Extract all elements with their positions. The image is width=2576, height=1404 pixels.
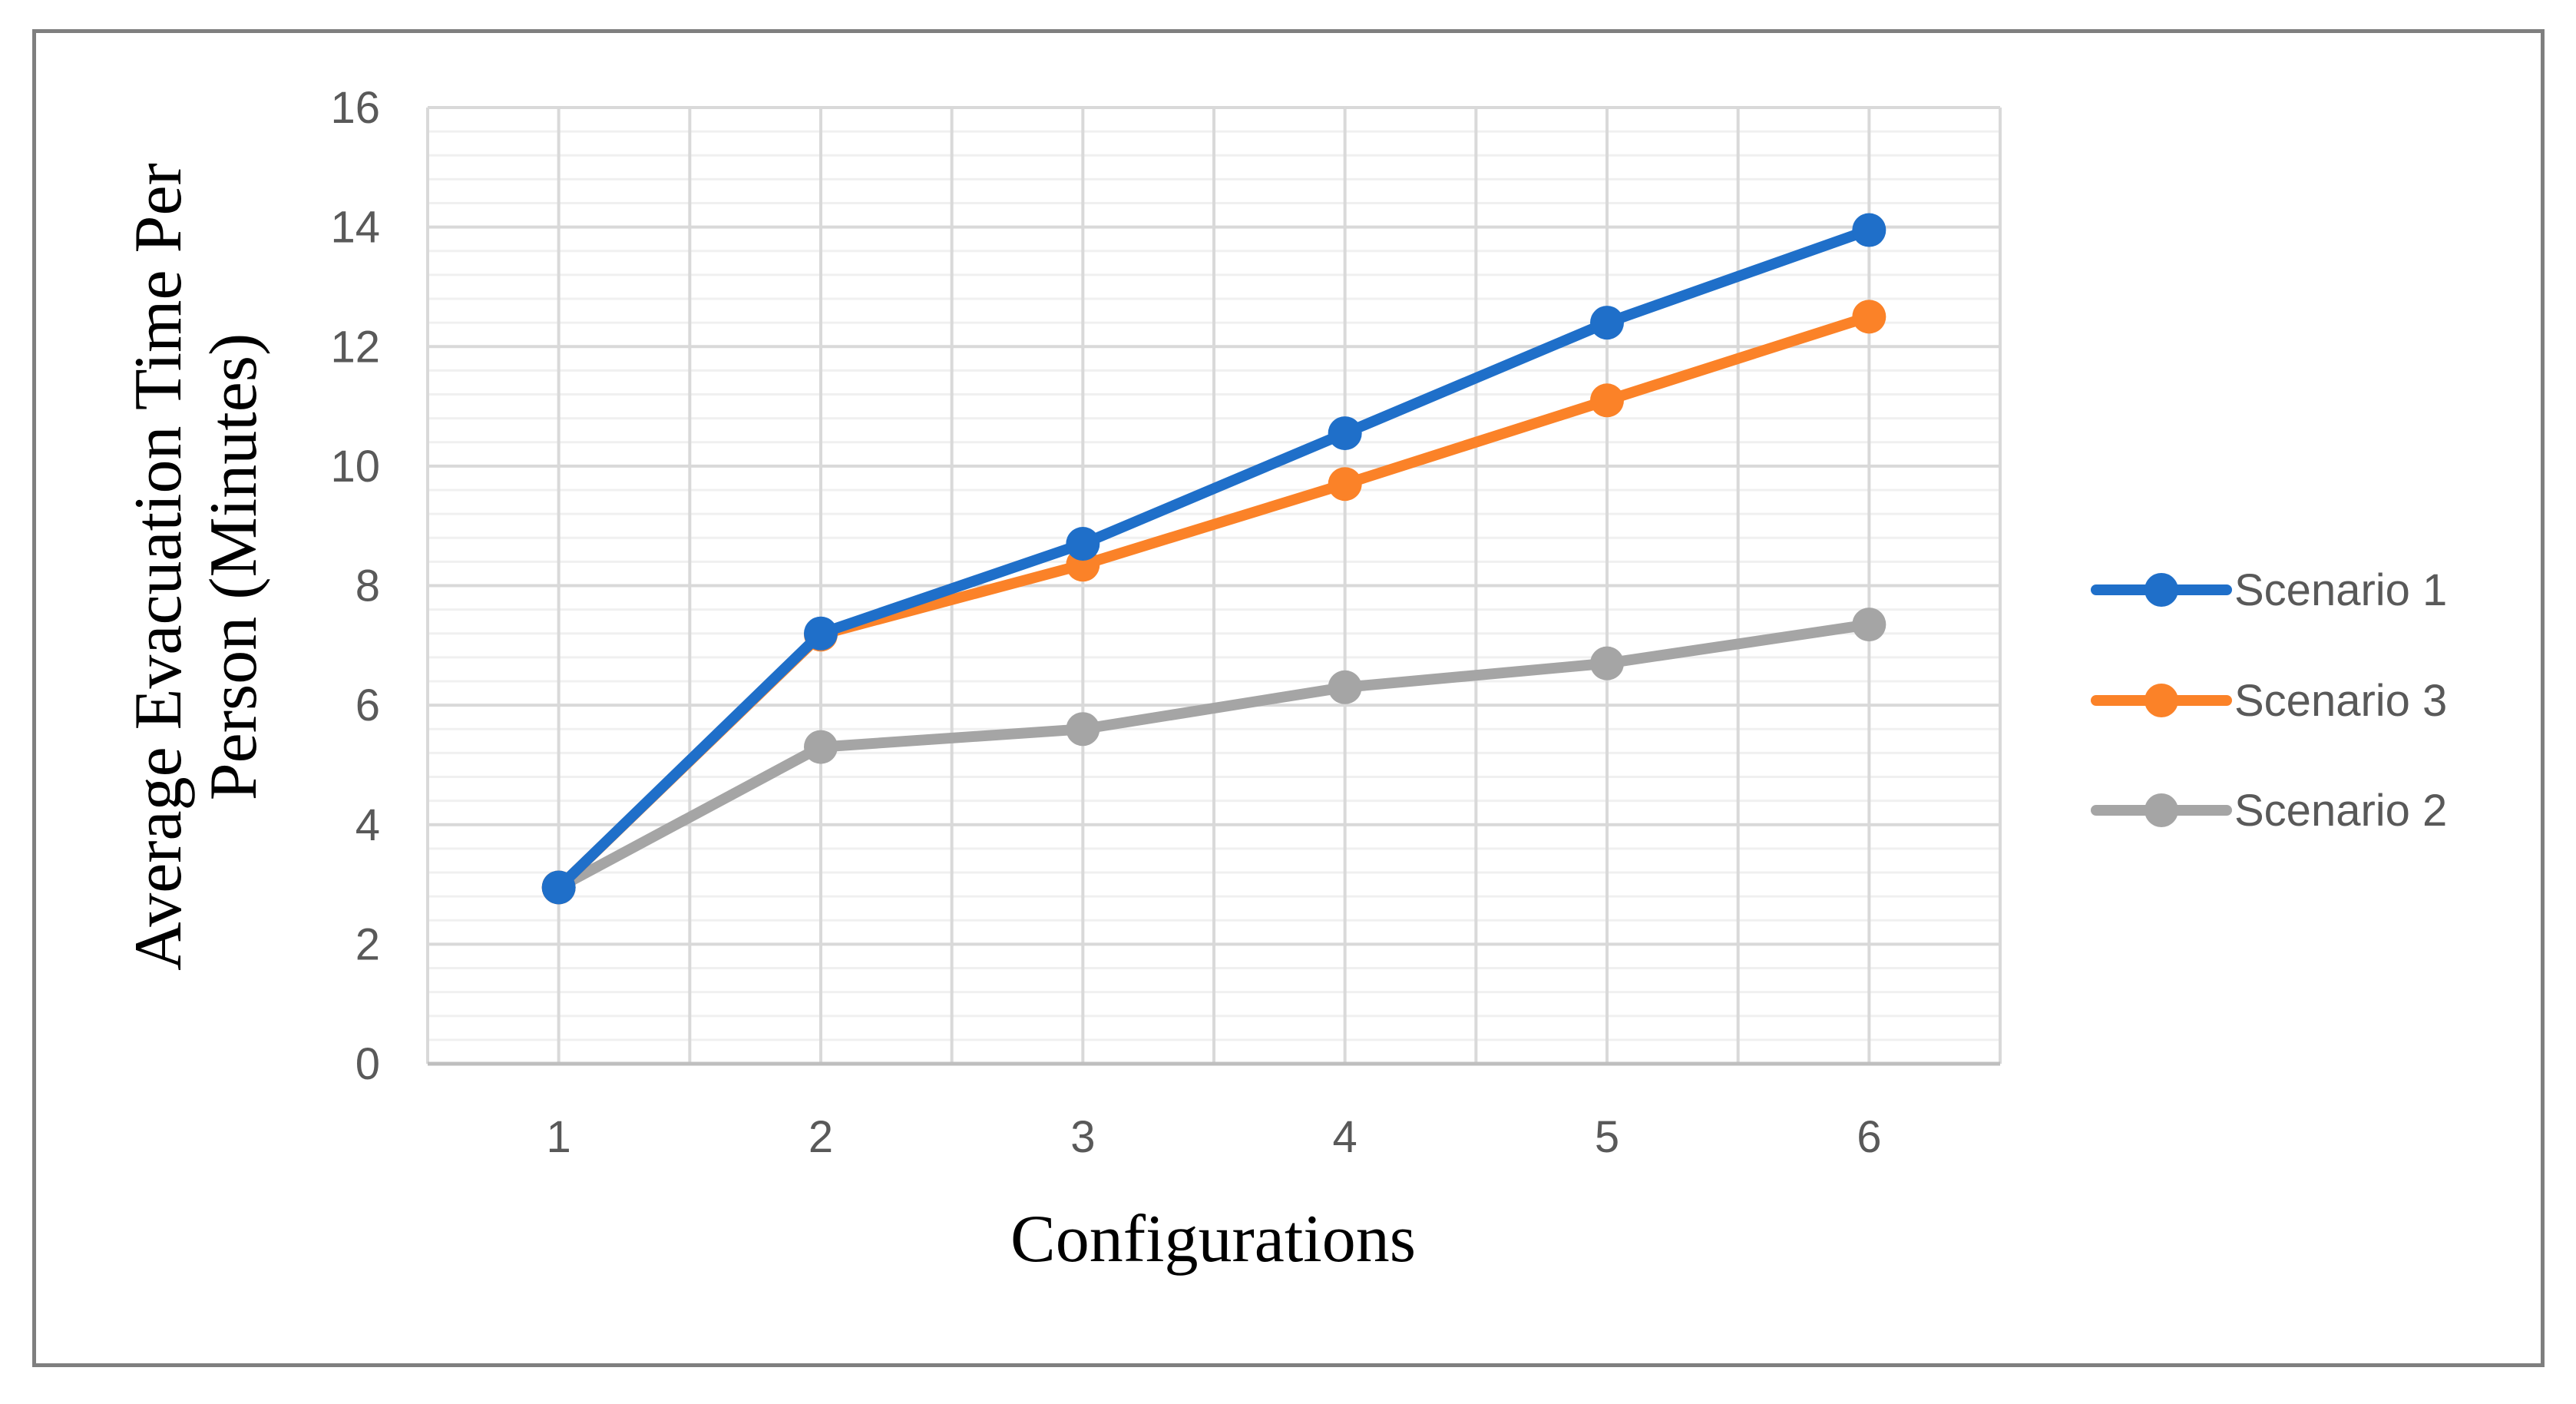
legend-scenario-1-marker [2144,573,2178,607]
y-tick-label-12: 12 [330,322,380,372]
scenario-2-line [553,619,1875,893]
scenario-3-point-5 [1590,383,1624,418]
y-tick-label-10: 10 [330,442,380,492]
x-tick-label-4: 4 [1333,1112,1357,1162]
y-tick-label-14: 14 [330,203,380,253]
legend-scenario-2-label: Scenario 2 [2234,786,2447,836]
y-tick-label-16: 16 [330,83,380,133]
scenario-1-point-4 [1328,416,1362,451]
y-axis-title: Average Evacuation Time Per Person (Minu… [121,163,271,971]
legend-scenario-2-marker [2144,793,2178,827]
y-tick-label-8: 8 [355,561,380,611]
y-tick-label-2: 2 [355,919,380,969]
x-axis-title: Configurations [1010,1202,1416,1277]
legend-scenario-3-marker [2144,684,2178,717]
x-tick-labels: 1 2 3 4 5 6 [547,1112,1882,1162]
scenario-3-point-6 [1852,300,1887,334]
y-axis-title-line-1: Average Evacuation Time Per [121,163,196,971]
y-tick-label-0: 0 [355,1039,380,1089]
y-tick-label-6: 6 [355,680,380,730]
scenario-2-point-4 [1328,670,1362,704]
legend-scenario-1-label: Scenario 1 [2234,565,2447,615]
y-tick-labels: 0 2 4 6 8 10 12 14 16 [330,83,380,1089]
scenario-2-point-2 [804,730,838,764]
scenario-2-point-3 [1066,712,1100,747]
y-axis-title-line-2: Person (Minutes) [197,333,271,801]
scenario-2-point-5 [1590,646,1624,680]
scenario-1-point-2 [804,616,838,651]
scenario-2-point-6 [1852,608,1887,642]
x-tick-label-3: 3 [1070,1112,1095,1162]
y-tick-label-4: 4 [355,800,380,850]
series-lines [541,213,1887,905]
x-tick-label-1: 1 [547,1112,571,1162]
x-tick-label-6: 6 [1857,1112,1881,1162]
x-tick-label-2: 2 [809,1112,833,1162]
x-tick-label-5: 5 [1595,1112,1619,1162]
scenario-1-line [553,224,1875,893]
scenario-1-point-1 [541,870,576,905]
scenario-3-point-4 [1328,467,1362,502]
gridlines [426,106,2002,1066]
scenario-1-point-6 [1852,213,1887,247]
legend: Scenario 1 Scenario 3 Scenario 2 [2091,565,2447,836]
scenario-1-point-3 [1066,527,1100,561]
scenario-1-point-5 [1590,306,1624,340]
legend-scenario-3-label: Scenario 3 [2234,676,2447,726]
